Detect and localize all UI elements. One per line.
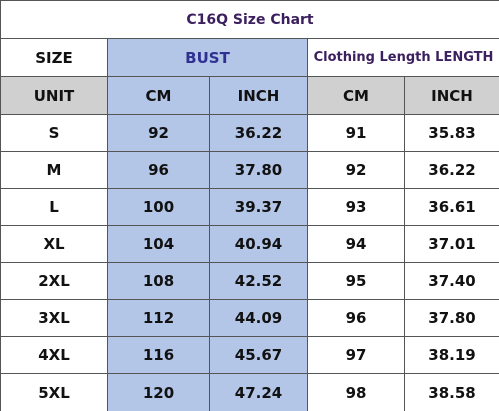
size-value: 35.83 [404, 114, 499, 152]
size-value: 37.80 [404, 299, 499, 337]
size-value: 112 [107, 299, 210, 337]
size-label: L [0, 188, 108, 226]
size-label: 3XL [0, 299, 108, 337]
size-value: 96 [107, 151, 210, 189]
size-value: 96 [307, 299, 405, 337]
size-value: 37.80 [209, 151, 308, 189]
size-value: 91 [307, 114, 405, 152]
size-value: 44.09 [209, 299, 308, 337]
size-value: 36.22 [209, 114, 308, 152]
title: C16Q Size Chart [0, 0, 499, 39]
size-value: 108 [107, 262, 210, 300]
size-value: 92 [107, 114, 210, 152]
size-value: 45.67 [209, 336, 308, 374]
size-label: S [0, 114, 108, 152]
size-label: 2XL [0, 262, 108, 300]
size-value: 95 [307, 262, 405, 300]
size-value: 98 [307, 373, 405, 411]
size-value: 40.94 [209, 225, 308, 263]
unit-cell: CM [307, 76, 405, 115]
size-value: 92 [307, 151, 405, 189]
size-value: 36.22 [404, 151, 499, 189]
size-value: 93 [307, 188, 405, 226]
unit-cell: UNIT [0, 76, 108, 115]
size-value: 100 [107, 188, 210, 226]
size-value: 116 [107, 336, 210, 374]
size-label: 4XL [0, 336, 108, 374]
size-label: 5XL [0, 373, 108, 411]
header-size: SIZE [0, 38, 108, 77]
size-value: 97 [307, 336, 405, 374]
size-value: 94 [307, 225, 405, 263]
unit-cell: INCH [209, 76, 308, 115]
size-value: 37.01 [404, 225, 499, 263]
size-label: XL [0, 225, 108, 263]
size-value: 36.61 [404, 188, 499, 226]
size-value: 42.52 [209, 262, 308, 300]
size-value: 104 [107, 225, 210, 263]
size-value: 47.24 [209, 373, 308, 411]
size-value: 39.37 [209, 188, 308, 226]
unit-cell: INCH [404, 76, 499, 115]
size-value: 120 [107, 373, 210, 411]
size-label: M [0, 151, 108, 189]
unit-cell: CM [107, 76, 210, 115]
header-bust: BUST [107, 38, 308, 77]
size-value: 38.19 [404, 336, 499, 374]
size-value: 37.40 [404, 262, 499, 300]
size-value: 38.58 [404, 373, 499, 411]
header-length: Clothing Length LENGTH [307, 38, 499, 77]
